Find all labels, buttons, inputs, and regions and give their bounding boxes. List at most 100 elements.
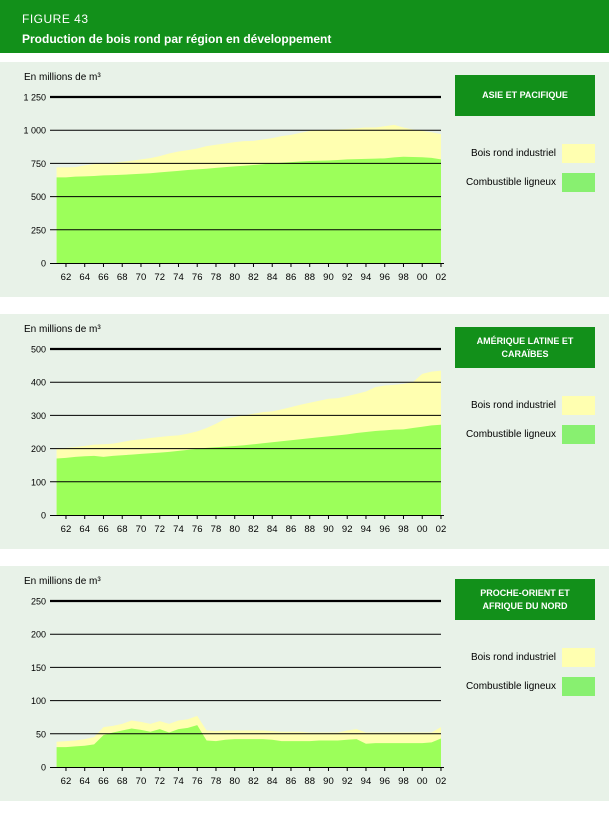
legend-item-fuel: Combustible ligneux [466, 173, 595, 192]
legend-item-industrial: Bois rond industriel [471, 396, 595, 415]
x-tick-label: 80 [229, 272, 240, 283]
x-tick-label: 62 [61, 524, 72, 535]
y-tick-label: 100 [31, 477, 46, 487]
legend-label: Bois rond industriel [470, 148, 556, 159]
y-tick-label: 250 [31, 597, 46, 607]
legend-label: Bois rond industriel [470, 400, 556, 411]
x-tick-label: 72 [154, 776, 165, 787]
x-tick-label: 74 [173, 776, 184, 787]
x-tick-label: 66 [98, 272, 109, 283]
x-tick-label: 66 [98, 776, 109, 787]
y-tick-label: 200 [31, 444, 46, 454]
x-tick-label: 64 [79, 272, 90, 283]
y-tick-label: 1 000 [23, 126, 46, 136]
y-tick-label: 500 [31, 345, 46, 355]
x-tick-label: 94 [361, 272, 372, 283]
area-chart: 0 250 500 750 1 000 1 250 62 64 66 68 70 72 74 76 78 80… [23, 93, 447, 284]
x-tick-label: 00 [417, 524, 428, 535]
x-tick-label: 88 [304, 272, 315, 283]
x-tick-label: 66 [98, 524, 109, 535]
area-chart: 0 50 100 150 200 250 62 64 66 68 70 72 74 76 78 80 82 84 8… [31, 597, 447, 788]
legend-swatch [562, 396, 595, 415]
legend-label: Combustible ligneux [465, 429, 556, 440]
x-tick-label: 96 [379, 272, 390, 283]
x-tick-label: 00 [417, 272, 428, 283]
x-tick-label: 02 [436, 272, 447, 283]
x-tick-label: 80 [229, 524, 240, 535]
y-axis-label: En millions de m³ [24, 72, 101, 83]
x-tick-label: 86 [286, 272, 297, 283]
y-tick-label: 200 [31, 630, 46, 640]
y-tick-label: 400 [31, 378, 46, 388]
x-tick-label: 98 [398, 776, 409, 787]
legend-swatch [562, 648, 595, 667]
x-tick-label: 00 [417, 776, 428, 787]
legend-item-fuel: Combustible ligneux [466, 425, 595, 444]
y-tick-label: 300 [31, 411, 46, 421]
legend-item-industrial: Bois rond industriel [471, 144, 595, 163]
region-label: AMÉRIQUE LATINE ET CARAÏBES [476, 335, 574, 359]
x-tick-label: 76 [192, 524, 203, 535]
figure-title: Production de bois rond par région en dé… [22, 32, 332, 46]
area-chart: 0 100 200 300 400 500 62 64 66 68 70 72 74 76 78 80 82 84… [31, 345, 447, 536]
chart-panel-asia: 0 250 500 750 1 000 1 250 62 64 66 68 70 72 74 76 78 80… [0, 62, 609, 297]
x-tick-label: 84 [267, 524, 278, 535]
y-axis-label: En millions de m³ [24, 576, 101, 587]
chart-panel-latin-america: 0 100 200 300 400 500 62 64 66 68 70 72 74 76 78 80 82 84… [0, 314, 609, 549]
x-tick-label: 68 [117, 524, 128, 535]
x-tick-label: 70 [136, 272, 147, 283]
x-tick-label: 84 [267, 272, 278, 283]
x-tick-label: 98 [398, 272, 409, 283]
wood-fuel-area [56, 424, 441, 515]
x-tick-label: 64 [79, 524, 90, 535]
y-tick-label: 0 [41, 259, 46, 269]
x-tick-label: 78 [211, 524, 222, 535]
x-tick-label: 78 [211, 776, 222, 787]
figure-number: FIGURE 43 [22, 12, 89, 26]
legend-swatch [562, 144, 595, 163]
y-tick-label: 0 [41, 763, 46, 773]
legend-label: Bois rond industriel [470, 652, 556, 663]
x-tick-label: 72 [154, 272, 165, 283]
x-tick-label: 88 [304, 776, 315, 787]
x-tick-label: 80 [229, 776, 240, 787]
region-label-box: ASIE ET PACIFIQUE [455, 75, 595, 116]
x-tick-label: 90 [323, 272, 334, 283]
x-tick-label: 94 [361, 776, 372, 787]
y-tick-label: 500 [31, 192, 46, 202]
region-label-box: AMÉRIQUE LATINE ET CARAÏBES [455, 327, 595, 368]
x-tick-label: 70 [136, 776, 147, 787]
x-tick-label: 72 [154, 524, 165, 535]
y-tick-label: 100 [31, 696, 46, 706]
y-tick-label: 0 [41, 511, 46, 521]
x-tick-label: 92 [342, 776, 353, 787]
x-tick-label: 96 [379, 524, 390, 535]
x-tick-label: 02 [436, 524, 447, 535]
x-tick-label: 76 [192, 272, 203, 283]
x-tick-label: 70 [136, 524, 147, 535]
x-tick-label: 86 [286, 524, 297, 535]
x-tick-label: 82 [248, 272, 259, 283]
x-tick-label: 92 [342, 524, 353, 535]
x-tick-label: 02 [436, 776, 447, 787]
wood-fuel-area [56, 156, 441, 263]
legend-label: Combustible ligneux [465, 681, 556, 692]
legend-swatch [562, 173, 595, 192]
x-tick-label: 74 [173, 272, 184, 283]
y-tick-label: 1 250 [23, 93, 46, 103]
y-tick-label: 150 [31, 663, 46, 673]
y-tick-label: 250 [31, 225, 46, 235]
x-tick-label: 94 [361, 524, 372, 535]
y-tick-label: 750 [31, 159, 46, 169]
x-tick-label: 98 [398, 524, 409, 535]
x-tick-label: 84 [267, 776, 278, 787]
x-tick-label: 90 [323, 524, 334, 535]
wood-fuel-area [56, 725, 441, 767]
legend-label: Combustible ligneux [465, 177, 556, 188]
x-tick-label: 88 [304, 524, 315, 535]
x-tick-label: 90 [323, 776, 334, 787]
x-tick-label: 76 [192, 776, 203, 787]
region-label: ASIE ET PACIFIQUE [482, 90, 568, 100]
legend-item-industrial: Bois rond industriel [471, 648, 595, 667]
x-tick-label: 62 [61, 776, 72, 787]
